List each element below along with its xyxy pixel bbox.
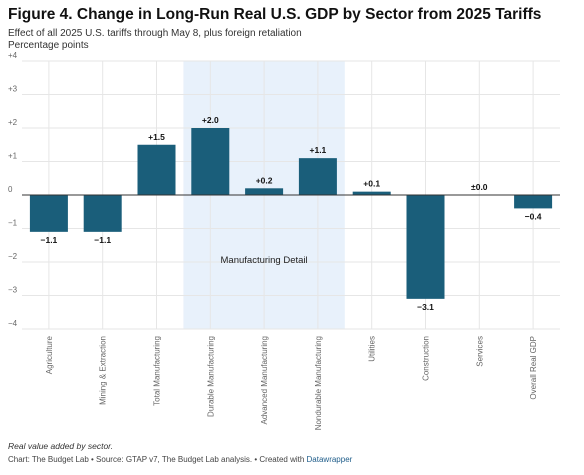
data-label: +1.5 [148, 132, 165, 142]
x-tick-label: Total Manufacturing [153, 336, 162, 406]
y-tick-label: −1 [8, 219, 18, 228]
footnote: Real value added by sector. [8, 441, 114, 451]
data-label: ±0.0 [471, 182, 488, 192]
bar [137, 144, 176, 195]
y-tick-label: −3 [8, 286, 18, 295]
y-tick-label: +4 [8, 51, 18, 60]
credit-text: Chart: The Budget Lab • Source: GTAP v7,… [8, 455, 307, 464]
data-label: +0.1 [363, 179, 380, 189]
y-tick-label: +1 [8, 152, 18, 161]
x-tick-label: Agriculture [45, 335, 54, 374]
x-tick-label: Utilities [368, 336, 377, 362]
x-tick-label: Nondurable Manufacturing [314, 336, 323, 430]
data-label: +2.0 [202, 115, 219, 125]
y-tick-label: 0 [8, 185, 13, 194]
data-label: −3.1 [417, 302, 434, 312]
y-tick-label: −2 [8, 252, 18, 261]
x-tick-label: Overall Real GDP [529, 336, 538, 400]
highlight-label: Manufacturing Detail [221, 255, 308, 266]
y-tick-label: +2 [8, 118, 18, 127]
bar [406, 195, 445, 299]
data-label: −0.4 [525, 211, 542, 221]
bar [352, 191, 391, 195]
y-tick-label: −4 [8, 319, 18, 328]
datawrapper-link[interactable]: Datawrapper [306, 455, 353, 464]
chart-subtitle: Effect of all 2025 U.S. tariffs through … [8, 28, 302, 39]
bar [245, 188, 284, 195]
chart-title: Figure 4. Change in Long-Run Real U.S. G… [8, 6, 542, 23]
x-tick-label: Durable Manufacturing [206, 336, 215, 417]
data-label: +0.2 [256, 175, 273, 185]
bar [83, 195, 122, 232]
bar [191, 128, 230, 195]
x-tick-label: Construction [422, 336, 431, 381]
bar-chart: +4 +3 +2 +1 0 −1 −2 −3 −4 Manufacturing Detail −1.… [8, 51, 560, 430]
data-label: −1.1 [94, 235, 111, 245]
bar [514, 195, 553, 209]
x-tick-label: Mining & Extraction [99, 336, 108, 405]
credit-line: Chart: The Budget Lab • Source: GTAP v7,… [8, 455, 352, 464]
bar [29, 195, 68, 232]
units-label: Percentage points [8, 40, 89, 51]
x-tick-label: Services [475, 336, 484, 367]
data-label: +1.1 [310, 145, 327, 155]
x-tick-label: Advanced Manufacturing [260, 336, 269, 425]
bar [298, 158, 337, 195]
data-label: −1.1 [41, 235, 58, 245]
y-tick-label: +3 [8, 85, 18, 94]
